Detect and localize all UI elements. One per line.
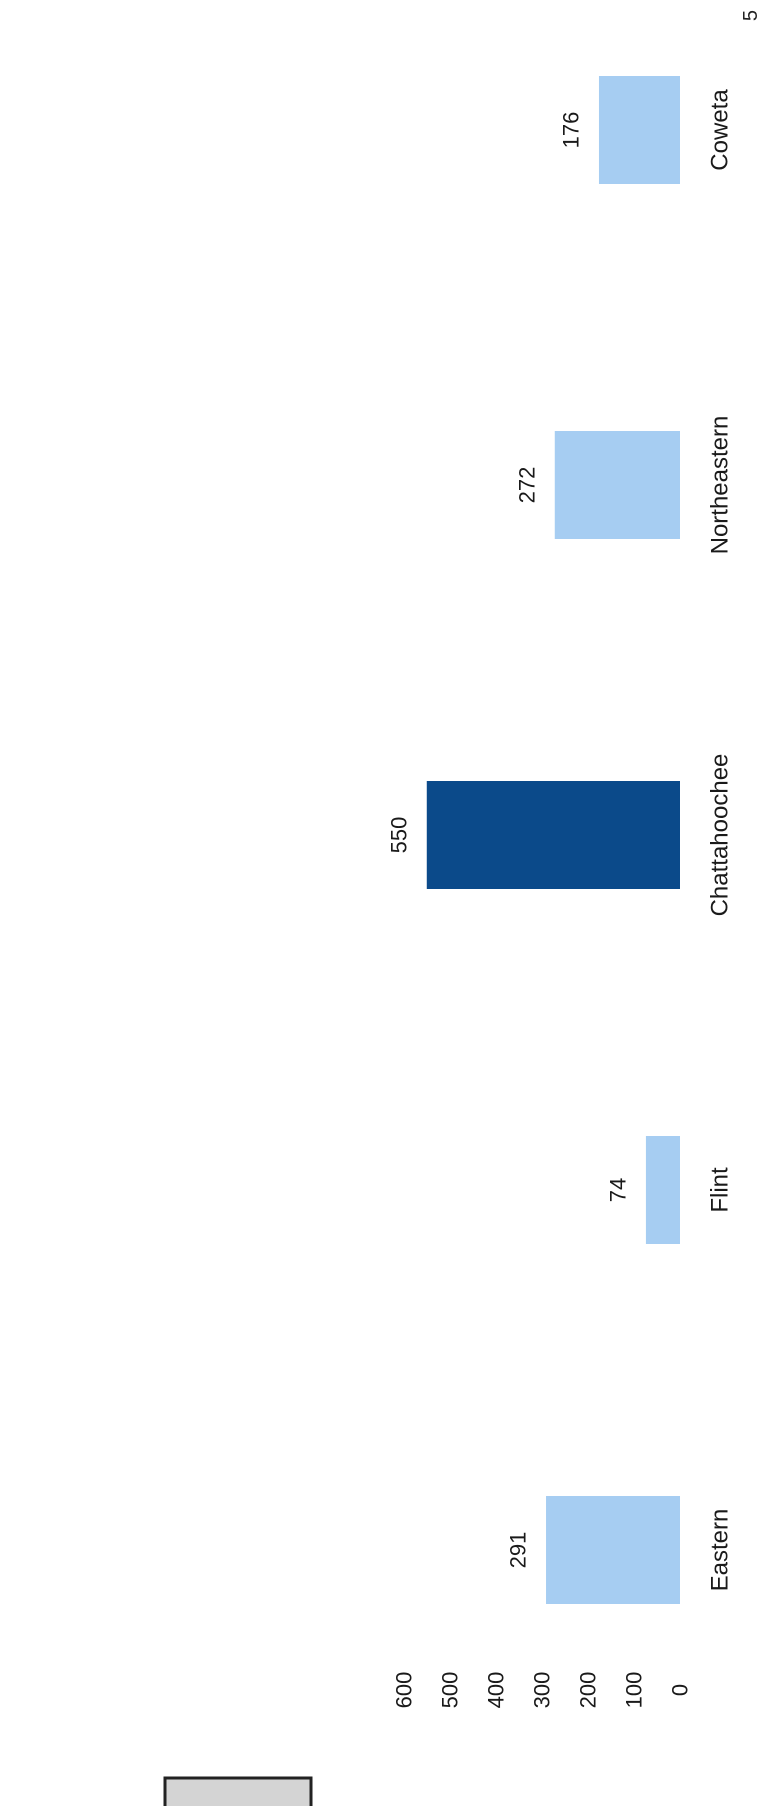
y-tick-label: 500	[437, 1672, 462, 1709]
y-tick-label: 600	[391, 1672, 416, 1709]
page-number: 5	[739, 9, 761, 22]
data-label: 74	[605, 1178, 630, 1202]
data-label: 291	[506, 1532, 531, 1569]
y-tick-label: 0	[668, 1684, 693, 1696]
y-tick-label: 300	[529, 1672, 554, 1709]
bar-coweta	[598, 76, 680, 184]
category-label: Chattahoochee	[707, 754, 734, 917]
data-label: 176	[558, 112, 583, 149]
category-label: Flint	[707, 1167, 734, 1213]
category-label: Eastern	[707, 1509, 734, 1592]
bar-flint	[645, 1136, 680, 1244]
bar-chattahoochee	[426, 781, 680, 889]
data-label: 272	[514, 467, 539, 504]
legend-key-box	[163, 1776, 313, 1811]
y-tick-label: 100	[621, 1672, 646, 1709]
category-label: Coweta	[707, 89, 734, 171]
bar-eastern	[546, 1496, 680, 1604]
category-label: Northeastern	[707, 416, 734, 555]
bar-northeastern	[554, 431, 680, 539]
data-label: 550	[386, 817, 411, 854]
y-tick-label: 400	[483, 1672, 508, 1709]
y-tick-label: 200	[575, 1672, 600, 1709]
